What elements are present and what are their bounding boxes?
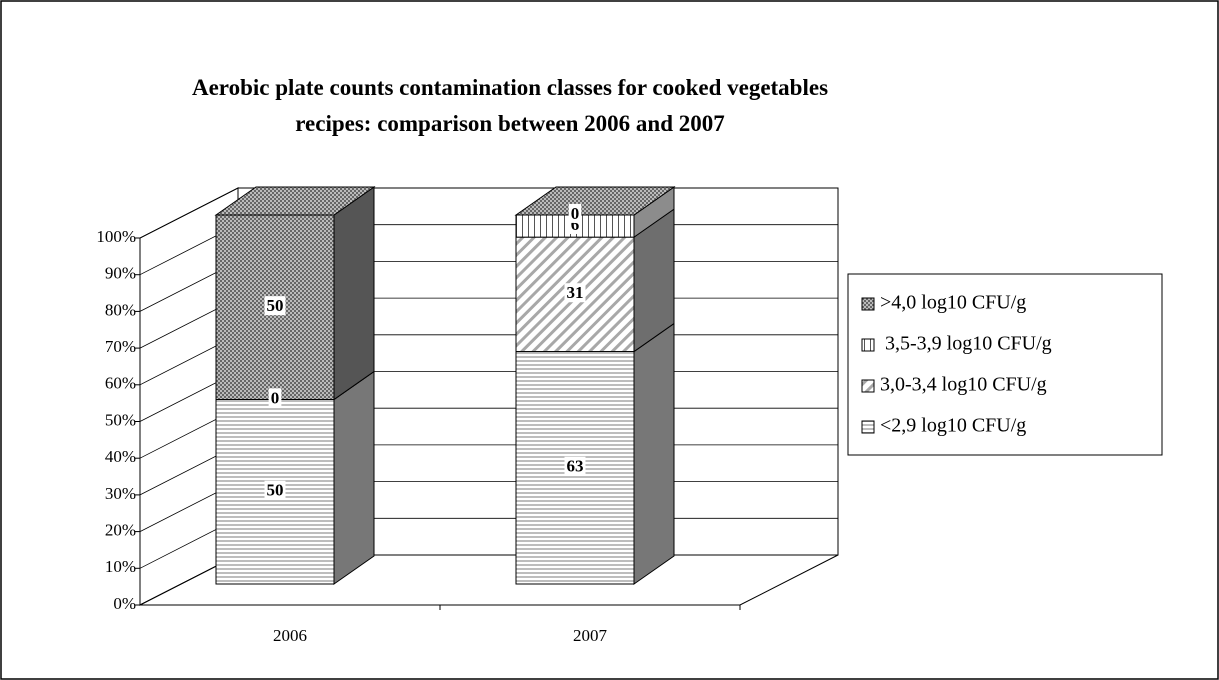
bar-side <box>333 370 375 585</box>
legend-label: 3,5-3,9 log10 CFU/g <box>880 333 1052 355</box>
y-tick-label: 80% <box>105 300 136 319</box>
y-tick-label: 60% <box>105 374 136 393</box>
data-label-bg <box>264 296 286 316</box>
data-label: 6 <box>571 215 580 234</box>
legend-swatch <box>861 379 875 393</box>
data-label-bg <box>264 480 286 500</box>
data-label: 0 <box>271 388 280 407</box>
legend-label: >4,0 log10 CFU/g <box>880 292 1026 314</box>
y-tick-label: 10% <box>105 557 136 576</box>
data-label: 0 <box>571 204 580 223</box>
data-label-bg <box>268 388 282 408</box>
data-label-bg <box>564 456 586 476</box>
data-label-bg <box>564 283 586 303</box>
data-label: 31 <box>567 283 584 302</box>
legend-label: 3,0-3,4 log10 CFU/g <box>880 374 1047 396</box>
y-tick-label: 90% <box>105 264 136 283</box>
legend-swatch <box>861 297 875 311</box>
bar-top <box>514 186 676 216</box>
bar-side <box>633 322 675 585</box>
y-tick-label: 70% <box>105 337 136 356</box>
data-label: 50 <box>267 296 284 315</box>
legend-label: <2,9 log10 CFU/g <box>880 415 1026 437</box>
legend-swatch <box>861 420 875 434</box>
data-label: 63 <box>567 457 584 476</box>
y-tick-label: 30% <box>105 484 136 503</box>
x-tick-label: 2007 <box>573 626 608 645</box>
x-tick-label: 2006 <box>273 626 307 645</box>
y-tick-label: 100% <box>96 227 136 246</box>
y-tick-label: 40% <box>105 447 136 466</box>
chart-title: Aerobic plate counts contamination class… <box>191 75 829 136</box>
y-tick-label: 50% <box>105 410 136 429</box>
data-label-bg <box>568 203 582 223</box>
data-label: 50 <box>267 481 284 500</box>
bar-side <box>333 186 375 401</box>
legend-swatch <box>861 338 875 352</box>
plot-area: 0% 10% 20% 30% 40% 50% 60% 70% 80% 90% 100% 2006 200… <box>96 186 839 645</box>
y-tick-label: 0% <box>113 594 136 613</box>
y-tick-label: 20% <box>105 521 136 540</box>
bar-top <box>214 186 376 216</box>
legend <box>847 273 1163 456</box>
